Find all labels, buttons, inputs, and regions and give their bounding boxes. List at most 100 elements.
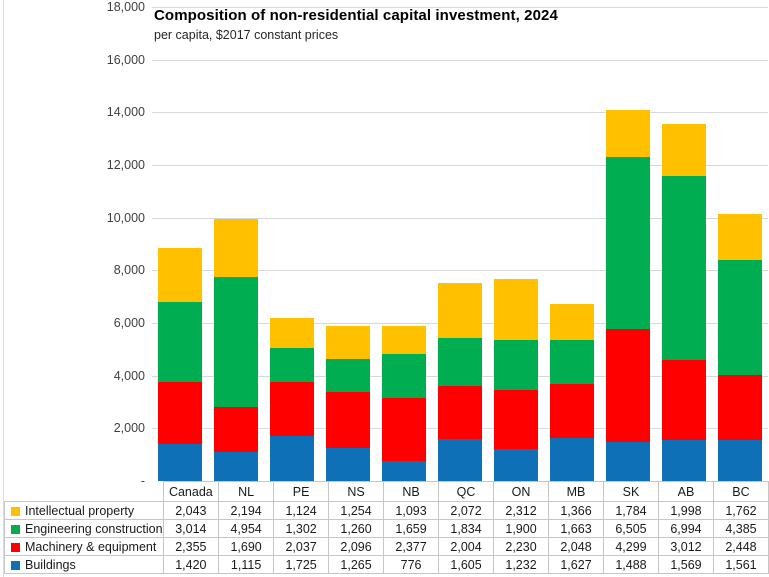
table-value-cell: 1,569 [657,555,714,574]
bar-segment [606,328,650,442]
bar-segment [550,438,594,481]
data-table: Canada NL PE NS NB QC ON MB SK AB BC Intellectual p… [4,481,769,574]
bar-segment [214,218,258,277]
table-value-cell: 3,012 [657,537,714,556]
bar-segment [494,389,538,449]
bar-segment [494,448,538,481]
legend-cell: Intellectual property [4,501,164,520]
table-header-cell: NL [218,481,275,502]
table-value-cell: 4,299 [603,537,659,556]
table-header-cell: ON [493,481,550,502]
table-value-cell: 1,366 [548,501,604,520]
bar-segment [438,385,482,439]
y-axis-label: 12,000 [106,158,145,172]
table-value-cell: 1,265 [328,555,385,574]
table-value-cell: 1,900 [493,519,550,538]
table-value-cell: 1,488 [603,555,659,574]
table-value-cell: 1,834 [438,519,495,538]
table-value-cell: 3,014 [162,519,220,538]
table-value-cell: 1,302 [273,519,330,538]
bar-segment [606,110,650,158]
table-value-cell: 1,561 [712,555,769,574]
bar-segment [326,447,370,481]
table-value-cell: 1,690 [218,537,275,556]
table-value-cell: 1,420 [162,555,220,574]
bar-segment [662,123,706,177]
y-axis-label: 8,000 [113,263,145,278]
y-axis-label: 14,000 [106,105,145,120]
table-value-cell: 1,124 [273,501,330,520]
y-axis-label: 16,000 [106,52,145,67]
bar-segment [606,157,650,329]
bar-segment [494,278,538,340]
gridline [152,270,768,271]
table-header-cell: NB [383,481,440,502]
table-value-cell: 2,004 [438,537,495,556]
bar-segment [662,439,706,481]
bar-segment [718,213,762,260]
table-value-cell: 2,230 [493,537,550,556]
table-value-cell: 1,784 [603,501,659,520]
table-header-cell: Canada [162,481,220,502]
legend-label: Engineering construction [25,521,163,536]
bar-segment [550,304,594,341]
legend-label: Machinery & equipment [25,539,157,554]
table-header-cell: SK [603,481,659,502]
table-value-cell: 1,115 [218,555,275,574]
bar-segment [662,360,706,440]
gridline [152,218,768,219]
bar-segment [382,460,426,481]
y-axis-label: - [140,474,145,488]
bar-segment [270,435,314,481]
table-corner-cell [4,481,164,502]
left-frame-line [3,0,4,577]
table-value-cell: 1,605 [438,555,495,574]
bar-segment [662,176,706,361]
bar-segment [718,439,762,481]
legend-swatch-icon [11,542,20,552]
bar-segment [270,318,314,348]
y-axis-label: 2,000 [113,421,145,436]
bar-segment [550,340,594,385]
table-value-cell: 1,254 [328,501,385,520]
legend-cell: Buildings [4,555,164,574]
gridline [152,165,768,166]
y-axis-label: 10,000 [106,210,145,225]
table-value-cell: 2,312 [493,501,550,520]
table-value-cell: 2,037 [273,537,330,556]
bar-segment [214,407,258,452]
bar-segment [326,326,370,360]
table-value-cell: 2,377 [383,537,440,556]
legend-swatch-icon [11,506,20,516]
bar-segment [438,283,482,338]
chart-title: Composition of non-residential capital i… [154,7,558,24]
table-value-cell: 2,096 [328,537,385,556]
table-value-cell: 1,762 [712,501,769,520]
bar-segment [550,384,594,439]
legend-cell: Engineering construction [4,519,164,538]
y-axis-label: 6,000 [113,316,145,330]
table-header-cell: BC [712,481,769,502]
bar-segment [606,441,650,481]
bar-segment [214,451,258,481]
bar-segment [718,259,762,376]
legend-label: Intellectual property [25,503,135,518]
bar-segment [382,325,426,355]
bar-segment [326,359,370,393]
y-axis-label: 18,000 [106,0,145,14]
y-axis: 18,000 16,000 14,000 12,000 10,000 8,000 6,000… [0,0,145,488]
table-value-cell: 2,043 [162,501,220,520]
bar-segment [158,248,202,303]
table-row: Engineering construction 3,014 4,954 1,302 1… [4,519,769,538]
bar-segment [438,438,482,481]
legend-cell: Machinery & equipment [4,537,164,556]
table-value-cell: 1,627 [548,555,604,574]
plot-area [152,0,768,481]
table-header-cell: AB [657,481,714,502]
table-value-cell: 2,072 [438,501,495,520]
bar-segment [158,443,202,481]
table-value-cell: 1,725 [273,555,330,574]
table-value-cell: 6,505 [603,519,659,538]
table-value-cell: 1,663 [548,519,604,538]
